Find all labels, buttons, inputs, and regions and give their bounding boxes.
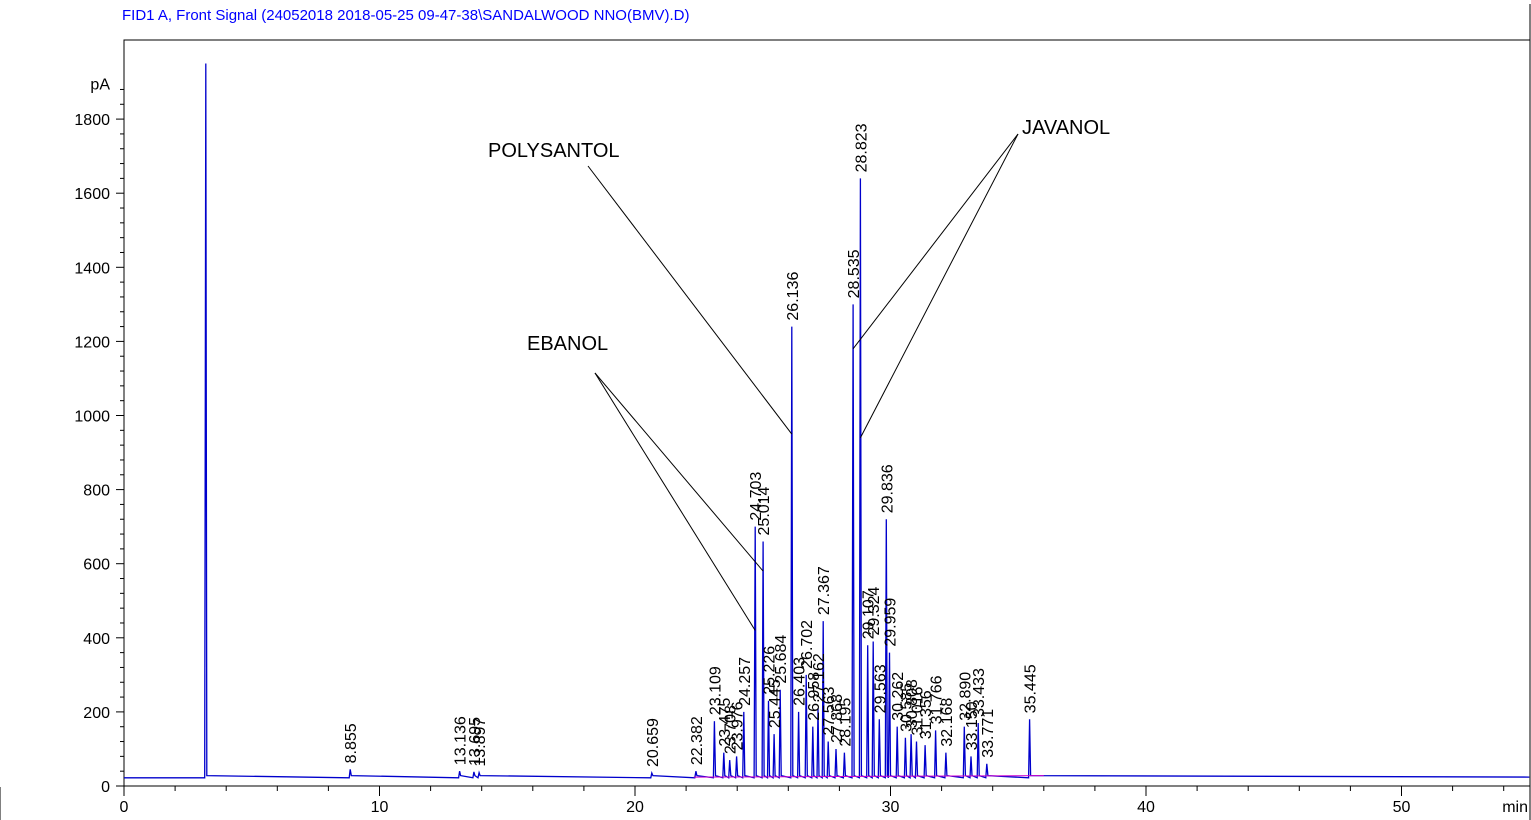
peak-label: 30.262 (890, 672, 907, 721)
peak-label: 26.136 (785, 272, 802, 321)
peak-label: 8.855 (343, 723, 360, 763)
peak-label: 28.535 (846, 249, 863, 298)
annotation-label: JAVANOL (1022, 117, 1110, 139)
y-tick-label: 1800 (74, 112, 110, 129)
peak-label: 30.808 (904, 679, 921, 728)
annotation-leader-line (594, 372, 756, 631)
signal-trace (124, 63, 1530, 780)
peak-label: 33.433 (971, 668, 988, 717)
peak-label: 29.836 (879, 464, 896, 513)
peak-label: 31.766 (929, 675, 946, 724)
peak-label: 27.367 (816, 566, 833, 615)
peak-label: 25.445 (767, 679, 784, 728)
peak-label: 22.382 (689, 716, 706, 765)
peak-label: 26.403 (792, 657, 809, 706)
peak-label: 26.958 (806, 672, 823, 721)
peak-label: 31.016 (909, 687, 926, 736)
x-tick-label: 30 (882, 799, 900, 816)
peak-label: 27.868 (829, 694, 846, 743)
peak-label: 24.703 (748, 472, 765, 521)
integration-baseline (693, 775, 1044, 778)
x-tick-label: 20 (626, 799, 644, 816)
peak-label: 31.356 (918, 690, 935, 739)
y-tick-label: 1600 (74, 186, 110, 203)
y-tick-label: 400 (83, 631, 110, 648)
y-tick-label: 1000 (74, 409, 110, 426)
peak-label: 25.226 (762, 646, 779, 695)
peak-label: 28.823 (853, 123, 870, 172)
peak-label: 13.695 (467, 717, 484, 766)
peak-label: 29.324 (866, 586, 883, 635)
peak-label: 29.107 (861, 590, 878, 639)
peak-label: 29.959 (882, 598, 899, 647)
y-tick-label: 1400 (74, 260, 110, 277)
peak-label: 13.897 (472, 718, 489, 767)
peak-label: 25.684 (773, 635, 790, 684)
peak-label: 35.445 (1023, 664, 1040, 713)
x-tick-label: 40 (1137, 799, 1155, 816)
y-tick-label: 600 (83, 557, 110, 574)
peak-label: 28.195 (837, 698, 854, 747)
peak-label: 24.257 (737, 657, 754, 706)
annotation-leader-line (852, 133, 1019, 350)
x-axis-unit: min (1502, 799, 1528, 816)
y-axis-unit: pA (90, 77, 110, 94)
x-tick-label: 0 (120, 799, 129, 816)
peak-label: 25.014 (756, 486, 773, 535)
annotation-label: EBANOL (527, 333, 608, 355)
y-tick-label: 200 (83, 705, 110, 722)
plot-area: 0 200 400 600 800 1000 1200 1400 1600 1800 pA 0 10 20… (0, 4, 1531, 820)
peak-label: 27.563 (821, 687, 838, 736)
chart-title: FID1 A, Front Signal (24052018 2018-05-2… (122, 7, 689, 24)
annotation-leader-line (859, 133, 1019, 438)
peak-label: 23.475 (717, 698, 734, 747)
y-tick-label: 1200 (74, 334, 110, 351)
x-tick-label: 10 (371, 799, 389, 816)
peak-label: 30.585 (898, 683, 915, 732)
peak-label: 20.659 (645, 718, 662, 767)
y-tick-label: 0 (101, 779, 110, 796)
y-tick-label: 800 (83, 483, 110, 500)
peak-label: 26.702 (799, 620, 816, 669)
peak-label: 23.109 (707, 666, 724, 715)
peak-label: 33.771 (980, 709, 997, 758)
peak-label: 23.976 (730, 701, 747, 750)
annotation-leader-line (587, 165, 793, 435)
peak-label: 13.136 (453, 716, 470, 765)
peak-label: 27.162 (811, 653, 828, 702)
peak-label: 29.563 (872, 664, 889, 713)
peak-label: 32.890 (957, 672, 974, 721)
x-tick-label: 50 (1393, 799, 1411, 816)
annotation-label: POLYSANTOL (488, 140, 620, 162)
peak-label: 33.150 (964, 701, 981, 750)
peak-label: 23.708 (723, 705, 740, 754)
annotation-leader-line (594, 372, 764, 572)
peak-label: 32.168 (939, 698, 956, 747)
